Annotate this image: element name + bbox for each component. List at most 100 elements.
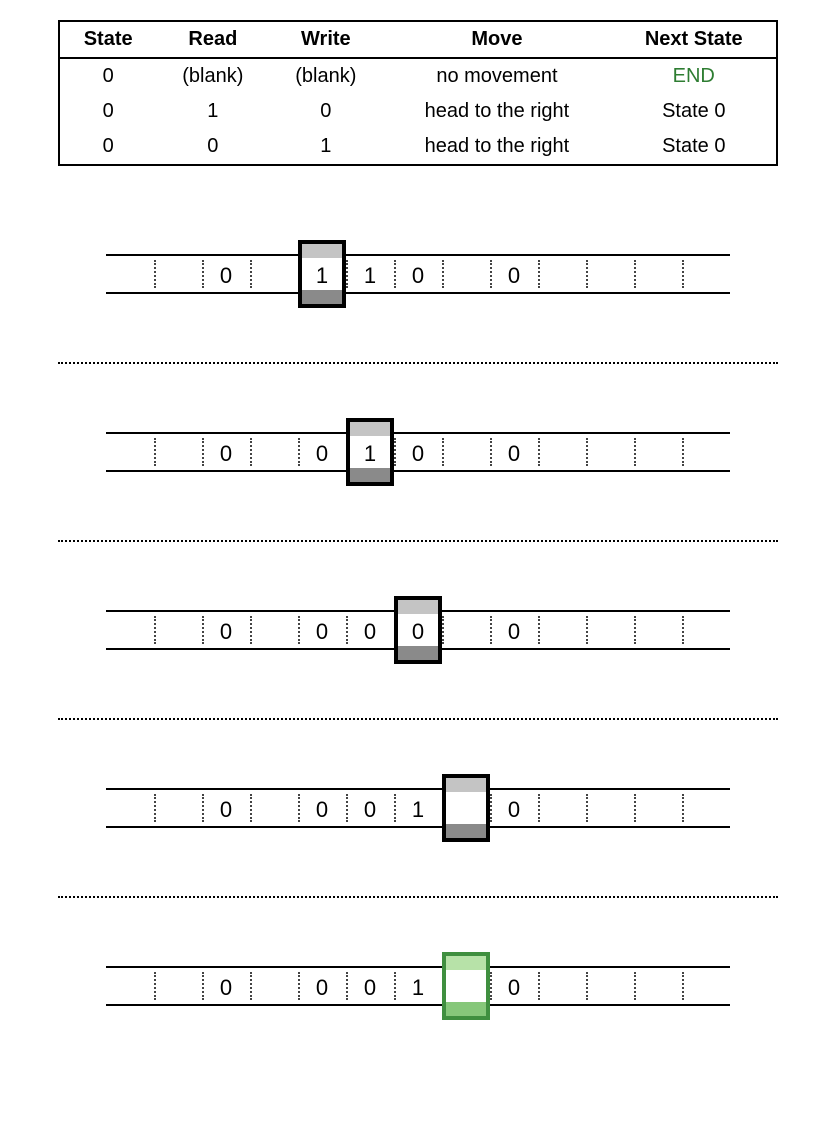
cell-state: 0	[59, 94, 156, 129]
cell-read: 1	[156, 94, 269, 129]
tape-cell	[106, 790, 154, 826]
tape-cell	[154, 612, 202, 648]
tape-cell	[106, 612, 154, 648]
tape-cell: 1	[394, 790, 442, 826]
tape-cell: 0	[298, 434, 346, 470]
tape-cell	[682, 790, 730, 826]
tape-cell: 0	[346, 612, 394, 648]
tape-cell: 1	[346, 256, 394, 292]
tape-step: 01100	[58, 226, 778, 322]
tape-step: 00010	[58, 760, 778, 856]
tape-cell: 0	[346, 790, 394, 826]
tape-cell	[154, 790, 202, 826]
tape-cell	[634, 790, 682, 826]
tape-cell: 0	[298, 968, 346, 1004]
tape-cell	[682, 612, 730, 648]
tape-steps: 0110000100000000001000010	[58, 226, 778, 1034]
cell-move: head to the right	[382, 129, 611, 165]
tape-cell	[442, 968, 490, 1004]
col-move: Move	[382, 21, 611, 58]
tape-cell: 0	[394, 256, 442, 292]
tape-cell: 0	[490, 968, 538, 1004]
table-header-row: State Read Write Move Next State	[59, 21, 777, 58]
tape-cell	[250, 434, 298, 470]
tape-cell	[634, 968, 682, 1004]
tape-cell: 0	[298, 612, 346, 648]
tape-cell	[250, 790, 298, 826]
tape-cell	[634, 612, 682, 648]
cell-next-state: END	[612, 58, 777, 94]
tape: 01100	[106, 254, 730, 294]
tape-cell: 0	[202, 612, 250, 648]
step-separator	[58, 718, 778, 720]
tape-cell: 0	[394, 612, 442, 648]
tape-cell	[442, 790, 490, 826]
tape-cell	[586, 612, 634, 648]
tape-cell	[682, 256, 730, 292]
tape-cell	[682, 968, 730, 1004]
step-separator	[58, 540, 778, 542]
tape-step: 00010	[58, 938, 778, 1034]
tape-cell: 1	[346, 434, 394, 470]
cell-move: head to the right	[382, 94, 611, 129]
tape-cell	[250, 968, 298, 1004]
col-state: State	[59, 21, 156, 58]
col-read: Read	[156, 21, 269, 58]
tape-cell: 0	[202, 434, 250, 470]
cell-state: 0	[59, 58, 156, 94]
tape-cell	[106, 968, 154, 1004]
tape-cell	[634, 256, 682, 292]
tape-cell: 0	[490, 612, 538, 648]
tape-cell	[586, 790, 634, 826]
col-next-state: Next State	[612, 21, 777, 58]
step-separator	[58, 362, 778, 364]
tape-cell	[538, 968, 586, 1004]
tape-cell: 0	[202, 790, 250, 826]
tape: 00010	[106, 966, 730, 1006]
tape-cell	[682, 434, 730, 470]
tape-cell: 0	[490, 434, 538, 470]
tape-cell: 0	[490, 256, 538, 292]
tape-step: 00100	[58, 404, 778, 500]
cell-read: 0	[156, 129, 269, 165]
tape-cell: 0	[346, 968, 394, 1004]
tape-cell: 1	[298, 256, 346, 292]
tape-cell	[442, 256, 490, 292]
tape-cell	[538, 434, 586, 470]
tape-cell: 0	[202, 968, 250, 1004]
cell-write: 0	[269, 94, 382, 129]
table-row: 001head to the rightState 0	[59, 129, 777, 165]
tape-cell	[586, 256, 634, 292]
tape-cell: 0	[394, 434, 442, 470]
tape-cell	[442, 612, 490, 648]
tape-cell: 0	[490, 790, 538, 826]
tape-cell	[586, 968, 634, 1004]
tape-cell	[538, 790, 586, 826]
tape-cell	[250, 256, 298, 292]
cell-write: (blank)	[269, 58, 382, 94]
tape-cell	[106, 434, 154, 470]
tape: 00010	[106, 788, 730, 828]
tape-cell	[538, 612, 586, 648]
cell-move: no movement	[382, 58, 611, 94]
cell-state: 0	[59, 129, 156, 165]
tape-cell	[154, 256, 202, 292]
transition-table: State Read Write Move Next State 0(blank…	[58, 20, 778, 166]
tape-cell	[154, 434, 202, 470]
tape-cell	[442, 434, 490, 470]
cell-write: 1	[269, 129, 382, 165]
tape-cell	[634, 434, 682, 470]
col-write: Write	[269, 21, 382, 58]
table-row: 0(blank)(blank)no movementEND	[59, 58, 777, 94]
tape-cell	[106, 256, 154, 292]
tape-cell	[250, 612, 298, 648]
tape-cell	[538, 256, 586, 292]
tape-cell: 1	[394, 968, 442, 1004]
cell-read: (blank)	[156, 58, 269, 94]
tape: 00100	[106, 432, 730, 472]
tape-cell: 0	[202, 256, 250, 292]
cell-next-state: State 0	[612, 94, 777, 129]
tape: 00000	[106, 610, 730, 650]
table-row: 010head to the rightState 0	[59, 94, 777, 129]
tape-cell	[154, 968, 202, 1004]
